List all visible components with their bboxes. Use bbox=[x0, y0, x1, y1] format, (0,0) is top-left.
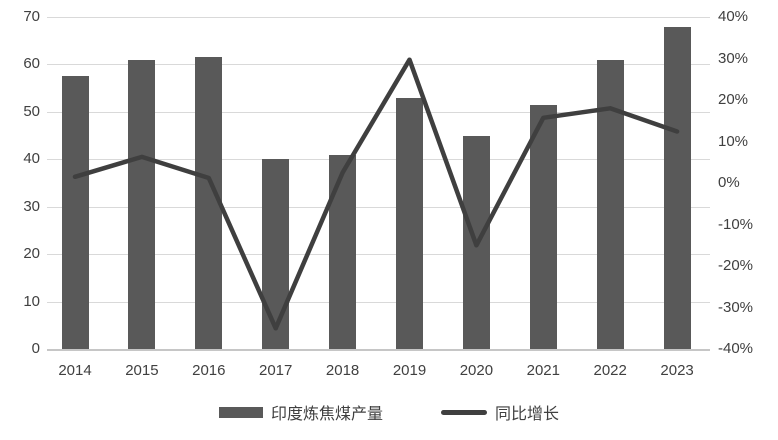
bar-2019 bbox=[396, 97, 423, 349]
x-label-2021: 2021 bbox=[526, 362, 560, 379]
legend-label-growth: 同比增长 bbox=[495, 406, 560, 423]
x-label-2019: 2019 bbox=[392, 362, 427, 379]
legend-item-production: 印度炼焦煤产量 bbox=[218, 400, 383, 424]
bar-2023 bbox=[663, 26, 691, 349]
right-axis-ticks: -40% -30% -20% -10% 0% 10% 20% 30% 40% bbox=[718, 8, 776, 357]
legend: 印度炼焦煤产量 同比增长 bbox=[0, 400, 778, 424]
bar-2017 bbox=[262, 159, 290, 349]
gridline-10 bbox=[47, 301, 710, 303]
right-tick-20%: 20% bbox=[718, 91, 749, 108]
gridline-0 bbox=[47, 349, 710, 351]
gridline-60 bbox=[47, 64, 710, 66]
right-tick-10%: 10% bbox=[718, 132, 749, 150]
x-label-2015: 2015 bbox=[125, 362, 159, 379]
left-tick-60: 60 bbox=[23, 55, 40, 73]
left-tick-70: 70 bbox=[23, 8, 40, 25]
x-label-2023: 2023 bbox=[660, 362, 694, 379]
gridline-40 bbox=[47, 159, 710, 161]
left-tick-40: 40 bbox=[23, 150, 40, 168]
x-label-2020: 2020 bbox=[459, 362, 494, 379]
left-tick-20: 20 bbox=[23, 245, 40, 263]
x-label-2014: 2014 bbox=[58, 362, 92, 379]
legend-label-production: 印度炼焦煤产量 bbox=[270, 406, 383, 423]
left-tick-50: 50 bbox=[23, 102, 40, 120]
right-tick-40%: 40% bbox=[718, 8, 749, 25]
x-label-2016: 2016 bbox=[192, 362, 226, 379]
right-tick--40%: -40% bbox=[718, 340, 754, 357]
x-label-2018: 2018 bbox=[325, 362, 360, 379]
x-label-2022: 2022 bbox=[593, 362, 627, 379]
bar-2015 bbox=[128, 59, 156, 349]
bar-2021 bbox=[529, 104, 557, 349]
bar-2018 bbox=[329, 154, 357, 349]
line-series-layer bbox=[72, 57, 680, 331]
left-tick-0: 0 bbox=[31, 340, 40, 357]
bar-series-swatch bbox=[218, 406, 263, 418]
gridline-70 bbox=[47, 17, 710, 18]
right-tick--20%: -20% bbox=[718, 257, 754, 274]
left-axis-ticks: 0 10 20 30 40 50 60 70 bbox=[0, 8, 40, 357]
bar-2014 bbox=[61, 76, 89, 349]
right-tick-0%: 0% bbox=[718, 174, 740, 191]
line-series-swatch bbox=[441, 409, 487, 415]
gridline-20 bbox=[47, 254, 710, 256]
left-tick-30: 30 bbox=[23, 197, 40, 215]
right-tick-30%: 30% bbox=[718, 49, 749, 67]
x-label-2017: 2017 bbox=[259, 362, 293, 379]
growth-line bbox=[72, 57, 680, 331]
legend-item-growth: 同比增长 bbox=[441, 400, 559, 424]
plot-area bbox=[47, 17, 710, 351]
right-tick--30%: -30% bbox=[718, 298, 754, 316]
gridline-30 bbox=[47, 206, 710, 208]
left-tick-10: 10 bbox=[23, 292, 40, 310]
right-tick--10%: -10% bbox=[718, 215, 754, 233]
